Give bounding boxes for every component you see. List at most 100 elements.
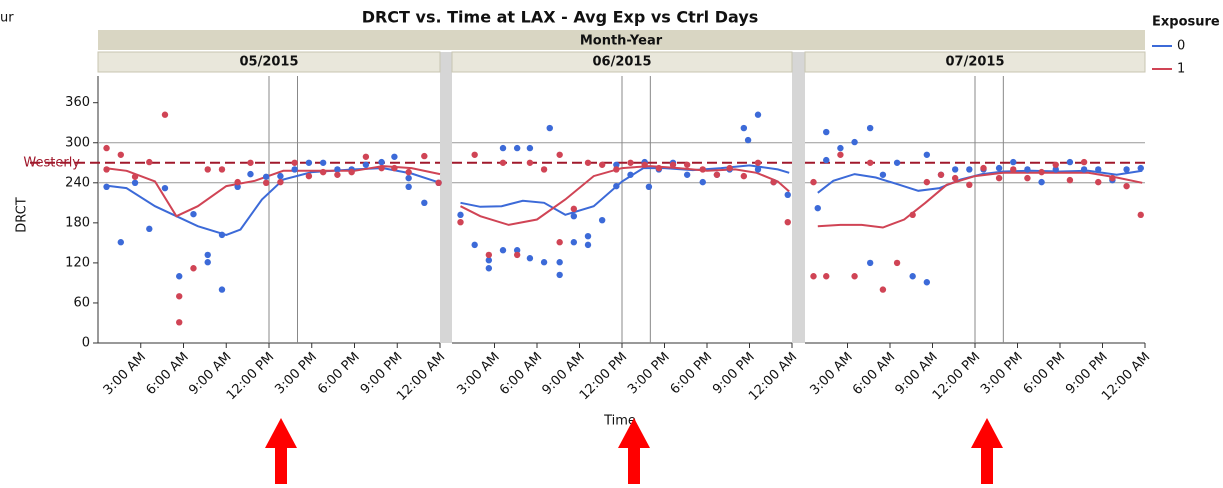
fit-line [460, 165, 790, 226]
point [305, 159, 313, 166]
point [378, 158, 385, 166]
point [613, 182, 620, 190]
point [627, 159, 634, 166]
point [305, 172, 313, 180]
point [923, 151, 931, 158]
point [117, 239, 125, 246]
point [1038, 178, 1045, 186]
point [1095, 166, 1102, 173]
point [866, 259, 874, 267]
point [421, 152, 428, 160]
point [810, 178, 817, 186]
y-tick-label: 0 [82, 336, 90, 351]
point [391, 153, 398, 160]
point [176, 293, 183, 300]
point [485, 251, 493, 259]
point [570, 205, 578, 213]
panel-separator [792, 52, 805, 343]
point [810, 273, 817, 280]
point [405, 168, 412, 176]
corner-text: ur [0, 11, 14, 26]
point [540, 259, 548, 266]
point [937, 171, 945, 178]
point [584, 233, 592, 240]
x-tick-label: 3:00 AM [807, 350, 855, 398]
point [161, 184, 169, 192]
y-tick-label: 360 [65, 95, 90, 110]
point [879, 286, 887, 293]
point [204, 166, 211, 173]
point [641, 161, 648, 168]
point [995, 164, 1003, 172]
point [740, 172, 748, 180]
point [190, 265, 197, 272]
point [1137, 211, 1144, 219]
point [784, 218, 791, 226]
x-tick-label: 3:00 PM [978, 350, 1026, 398]
panel-label: 07/2015 [945, 55, 1004, 70]
panel-header [97, 51, 441, 73]
legend-label: 0 [1177, 39, 1185, 54]
point [879, 171, 887, 178]
x-tick-label: 6:00 PM [315, 350, 363, 398]
y-tick-label: 240 [65, 175, 90, 190]
point [234, 178, 241, 186]
point [319, 159, 327, 166]
point [457, 218, 464, 226]
point [247, 170, 254, 178]
x-axis-label: Time [603, 414, 636, 429]
point [513, 247, 521, 254]
arrow [265, 418, 297, 484]
point [784, 191, 791, 199]
point [457, 211, 464, 219]
point [362, 161, 370, 168]
point [1123, 182, 1130, 190]
point [499, 247, 507, 254]
point [1137, 164, 1144, 172]
point [103, 166, 110, 173]
point [262, 173, 270, 180]
point [499, 144, 507, 152]
point [713, 171, 721, 178]
point [951, 174, 959, 182]
point [655, 164, 663, 172]
x-tick-label: 6:00 AM [143, 350, 191, 398]
point [556, 271, 563, 279]
point [683, 171, 691, 178]
arrow [618, 418, 650, 484]
chart-title: DRCT vs. Time at LAX - Avg Exp vs Ctrl D… [362, 8, 759, 27]
x-tick-label: 3:00 AM [101, 350, 149, 398]
point [770, 178, 777, 186]
y-tick-label: 300 [65, 135, 90, 150]
point [866, 124, 874, 132]
point [966, 166, 973, 173]
point [893, 259, 901, 267]
point [556, 151, 563, 158]
point [176, 273, 183, 280]
x-tick-label: 3:00 AM [454, 350, 502, 398]
point [499, 159, 507, 166]
point [421, 199, 428, 207]
point [291, 159, 298, 166]
point [584, 241, 592, 249]
point [378, 164, 385, 172]
point [699, 178, 706, 186]
point [613, 166, 620, 173]
panel-separator [440, 52, 452, 343]
point [146, 158, 153, 166]
point [334, 171, 341, 178]
point [277, 178, 284, 186]
panel-header [451, 51, 793, 73]
panel-label: 06/2015 [592, 55, 651, 70]
point [405, 183, 412, 191]
point [570, 212, 578, 220]
point [923, 178, 931, 186]
point [277, 172, 284, 180]
point [980, 164, 987, 172]
point [837, 151, 844, 158]
point [1052, 161, 1059, 168]
point [754, 166, 762, 173]
header-label: Month-Year [580, 34, 663, 49]
point [247, 159, 254, 166]
